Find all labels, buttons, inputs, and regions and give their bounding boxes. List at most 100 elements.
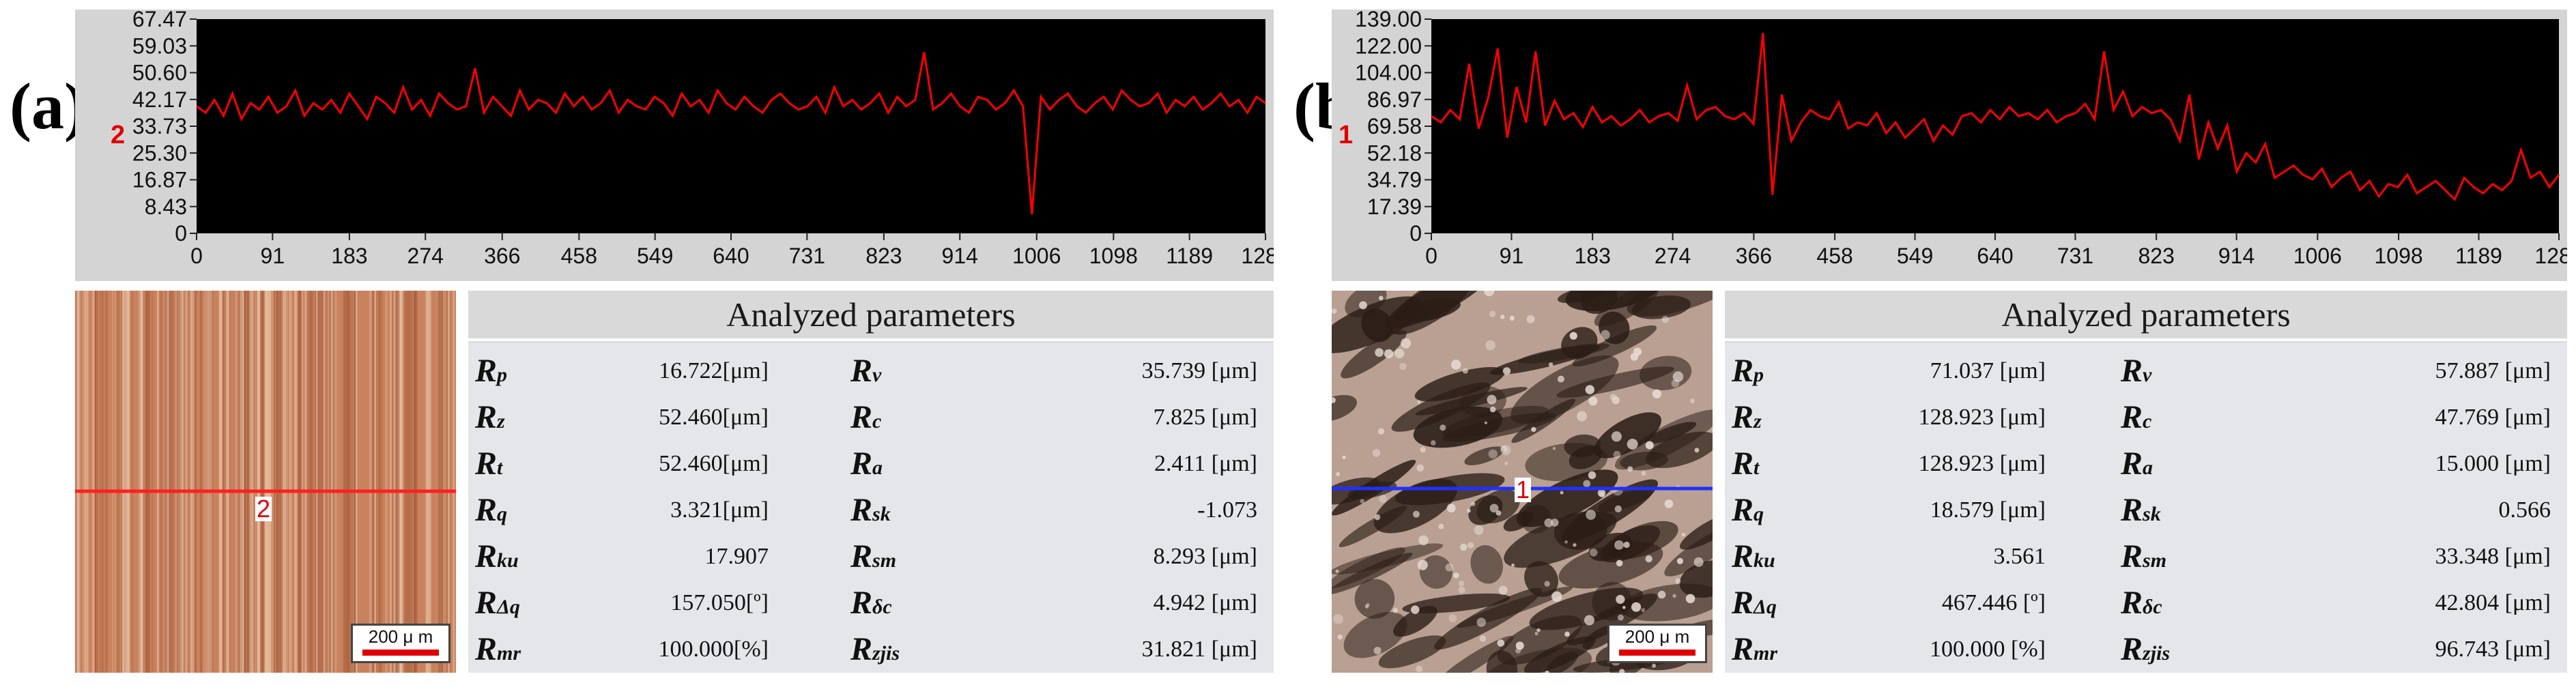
surface-highlight: [1545, 670, 1549, 673]
parameter-value: 57.887 [μm]: [2435, 358, 2551, 383]
surface-dark-patch: [1525, 443, 1608, 482]
parameter-row: Rmr 100.000[%] Rzjis 31.821 [μm]: [468, 624, 1274, 675]
surface-highlight: [1515, 641, 1524, 650]
surface-streak: [325, 291, 329, 673]
surface-highlight: [1452, 572, 1459, 579]
parameter-row: Rt 128.923 [μm] Ra 15.000 [μm]: [1725, 438, 2567, 490]
surface-streak: [128, 291, 130, 673]
surface-highlight: [1616, 559, 1623, 567]
parameter-row: Rmr 100.000 [%] Rzjis 96.743 [μm]: [1725, 624, 2567, 675]
surface-dark-patch: [1332, 395, 1358, 422]
surface-streak: [289, 291, 291, 673]
surface-highlight: [1489, 504, 1499, 513]
scale-bar: 200 μ m: [1607, 624, 1707, 663]
parameter-name: Rmr: [475, 631, 521, 667]
parameter-name: Rsk: [2121, 492, 2161, 528]
surface-dark-patch: [1332, 547, 1405, 589]
surface-streak: [437, 291, 440, 673]
parameter-name: Ra: [2121, 446, 2153, 482]
surface-highlight: [1631, 602, 1642, 612]
parameter-value: 33.348 [μm]: [2435, 544, 2551, 569]
surface-streak: [167, 291, 169, 673]
surface-dark-patch: [1343, 611, 1407, 658]
surface-highlight: [1652, 663, 1657, 668]
surface-highlight: [1597, 489, 1606, 497]
parameter-subscript: mr: [497, 642, 521, 665]
surface-dark-patch: [1489, 345, 1601, 375]
surface-streak: [266, 291, 269, 673]
parameter-name: Rku: [475, 538, 519, 574]
parameter-value: 100.000 [%]: [1930, 637, 2046, 662]
parameter-subscript: δc: [872, 596, 892, 618]
surface-streak: [106, 291, 108, 673]
surface-highlight: [1476, 617, 1486, 627]
surface-highlight: [1577, 411, 1588, 422]
surface-dark-patch: [1504, 511, 1617, 568]
surface-streak: [131, 291, 133, 673]
parameter-value: 157.050[º]: [670, 590, 769, 615]
parameter-name: Rt: [475, 446, 503, 482]
parameter-subscript: t: [1754, 456, 1760, 479]
surface-streak: [443, 291, 446, 673]
surface-streak: [427, 291, 429, 673]
surface-highlight: [1342, 455, 1346, 460]
surface-streak: [111, 291, 113, 673]
parameter-name: Rv: [850, 353, 882, 389]
parameter-name: Rzjis: [850, 631, 900, 667]
surface-streak: [437, 291, 438, 673]
plot-area: [1431, 19, 2559, 233]
surface-highlight: [1374, 514, 1381, 521]
surface-streak: [175, 291, 177, 673]
surface-streak: [126, 291, 129, 673]
micrograph-svg: [75, 291, 456, 673]
parameter-name: RΔq: [475, 585, 520, 621]
surface-highlight: [1586, 510, 1596, 520]
y-tick-label: 17.39: [1367, 194, 1422, 219]
parameter-subscript: t: [497, 456, 503, 479]
surface-highlight: [1672, 371, 1684, 382]
surface-streak: [246, 291, 250, 673]
surface-highlight: [1417, 559, 1428, 570]
surface-streak: [147, 291, 150, 673]
parameter-subscript: c: [2143, 410, 2152, 433]
surface-streak: [410, 291, 413, 673]
surface-streak: [372, 291, 375, 673]
parameter-subscript: v: [872, 364, 882, 386]
surface-streak: [334, 291, 337, 673]
surface-highlight: [1613, 450, 1621, 458]
parameters-title: Analyzed parameters: [468, 291, 1274, 341]
surface-streak: [171, 291, 174, 673]
surface-streak: [413, 291, 416, 673]
surface-streak: [242, 291, 244, 673]
surface-highlight: [1489, 406, 1496, 413]
surface-streak: [250, 291, 254, 673]
x-tick-label: 91: [261, 244, 285, 268]
y-tick-label: 139.00: [1355, 10, 1422, 31]
surface-streak: [267, 291, 270, 673]
surface-streak: [269, 291, 272, 673]
surface-streak: [395, 291, 399, 673]
surface-streak: [255, 291, 257, 673]
parameter-subscript: a: [872, 456, 883, 479]
surface-highlight: [1564, 540, 1568, 544]
surface-highlight: [1589, 549, 1598, 557]
surface-streak: [139, 291, 141, 673]
parameter-subscript: Δq: [1754, 596, 1777, 618]
y-tick-label: 122.00: [1355, 33, 1422, 58]
surface-dark-patch: [1419, 555, 1452, 589]
surface-dark-patch: [1332, 477, 1380, 505]
surface-highlight: [1335, 569, 1339, 573]
surface-highlight: [1641, 608, 1646, 613]
surface-highlight: [1623, 541, 1630, 549]
x-tick-label: 1098: [1089, 244, 1138, 268]
surface-highlight: [1661, 316, 1670, 323]
surface-streak: [102, 291, 104, 673]
surface-streak: [287, 291, 289, 673]
surface-streak: [448, 291, 450, 673]
surface-streak: [412, 291, 414, 673]
surface-highlight: [1417, 400, 1421, 404]
surface-highlight: [1614, 505, 1622, 512]
surface-highlight: [1489, 310, 1496, 317]
parameter-name: Rsm: [850, 538, 897, 574]
surface-streak: [226, 291, 229, 673]
